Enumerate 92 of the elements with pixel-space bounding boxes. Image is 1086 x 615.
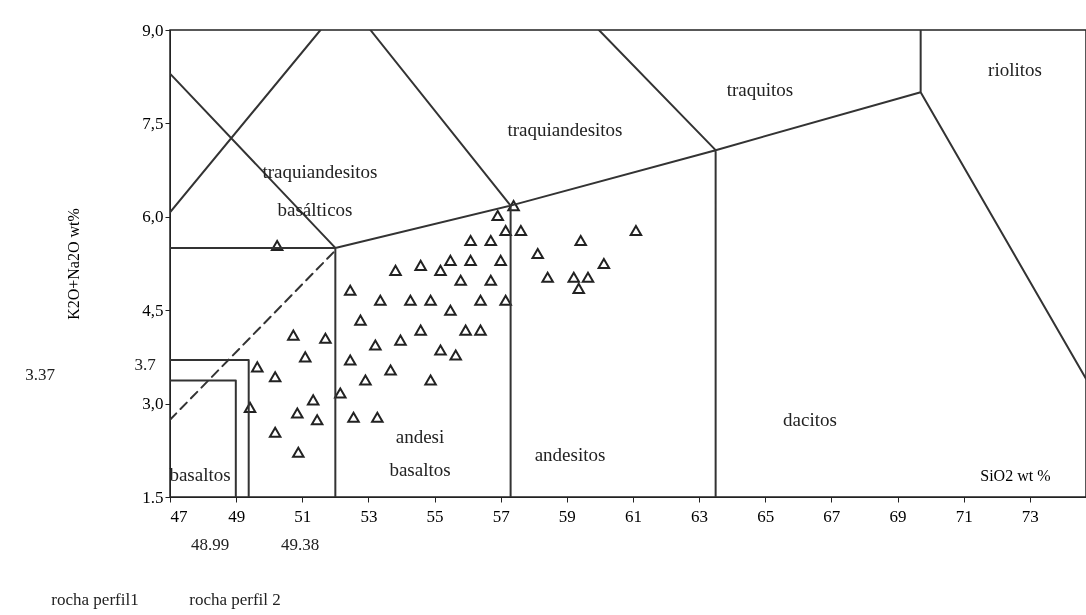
point	[464, 234, 477, 246]
point	[251, 361, 264, 373]
y-tick-label: 7,5	[142, 113, 164, 133]
x-tick-label: 47	[170, 506, 188, 526]
point	[292, 446, 305, 458]
text: 49.38	[280, 535, 320, 554]
point	[343, 354, 357, 366]
x-tick-label: 73	[1021, 506, 1039, 526]
x-tick-label: 61	[624, 506, 642, 526]
point	[299, 351, 312, 363]
x-tick-label: 71	[955, 506, 973, 526]
y-tick-label: 3,0	[142, 394, 164, 414]
point	[270, 239, 284, 251]
point	[572, 282, 585, 294]
y-tick-label: 9,0	[142, 20, 164, 40]
point	[371, 411, 384, 423]
text: 48.99	[190, 535, 230, 554]
point	[268, 371, 282, 383]
point	[449, 349, 462, 361]
x-tick-label: 67	[823, 506, 841, 526]
annotation: andesi	[395, 426, 445, 447]
annotation: traquiandesitos	[507, 119, 623, 140]
point	[384, 364, 397, 376]
y-tick-label: 1.5	[142, 487, 164, 507]
point	[347, 411, 360, 423]
point	[414, 259, 427, 271]
point	[369, 339, 382, 351]
text: rocha perfil1	[51, 590, 139, 609]
x-tick-label: 55	[426, 506, 444, 526]
point	[424, 294, 437, 306]
point	[389, 264, 402, 276]
point	[514, 224, 528, 237]
point	[404, 294, 417, 306]
y-tick-label: 4,5	[142, 300, 164, 320]
annotation: riolitos	[988, 59, 1042, 80]
point	[474, 324, 487, 336]
x-tick-label: 63	[691, 506, 709, 526]
y-tick-label: 6,0	[142, 207, 164, 227]
point	[541, 271, 554, 283]
point	[484, 234, 498, 246]
text: 3.7	[134, 355, 157, 374]
point	[459, 324, 472, 336]
point	[531, 248, 544, 260]
annotation: dacitos	[783, 409, 837, 430]
point	[434, 264, 447, 276]
x-axis-title: SiO2 wt %	[980, 466, 1051, 484]
y-axis-title: K2O+Na2O wt%	[65, 208, 83, 320]
annotation: traquiandesitos	[262, 161, 378, 182]
point	[507, 200, 520, 212]
point	[394, 334, 407, 346]
point	[287, 329, 300, 341]
point	[444, 304, 457, 316]
point	[444, 254, 457, 266]
x-tick-label: 59	[558, 506, 576, 526]
point	[291, 407, 304, 419]
x-tick-label: 65	[757, 506, 775, 526]
point	[494, 254, 507, 266]
point	[629, 224, 643, 237]
text: rocha perfil 2	[189, 590, 281, 609]
point	[374, 294, 387, 306]
annotation: andesitos	[534, 444, 606, 465]
point	[354, 314, 367, 326]
point	[424, 374, 437, 386]
point	[499, 224, 512, 237]
point	[306, 394, 320, 406]
point	[574, 234, 587, 246]
point	[319, 332, 332, 344]
point	[491, 210, 504, 222]
point	[359, 374, 372, 386]
annotation: basaltos	[389, 459, 451, 480]
point	[464, 254, 477, 266]
point	[581, 271, 595, 283]
point	[268, 426, 282, 438]
point	[454, 274, 467, 286]
point	[310, 414, 324, 426]
x-tick-label: 51	[294, 506, 312, 526]
point	[414, 324, 427, 336]
point	[343, 284, 357, 296]
point	[567, 271, 581, 283]
x-tick-label: 49	[228, 506, 246, 526]
point	[499, 294, 512, 306]
point	[434, 344, 447, 356]
x-tick-label: 53	[360, 506, 378, 526]
point	[474, 294, 487, 306]
text: 3.37	[25, 365, 56, 384]
x-tick-label: 57	[492, 506, 511, 526]
x-tick-label: 69	[889, 506, 907, 526]
point	[334, 387, 347, 399]
annotation: traquitos	[726, 79, 794, 100]
point	[597, 257, 611, 270]
point	[484, 274, 498, 286]
point	[243, 401, 257, 413]
